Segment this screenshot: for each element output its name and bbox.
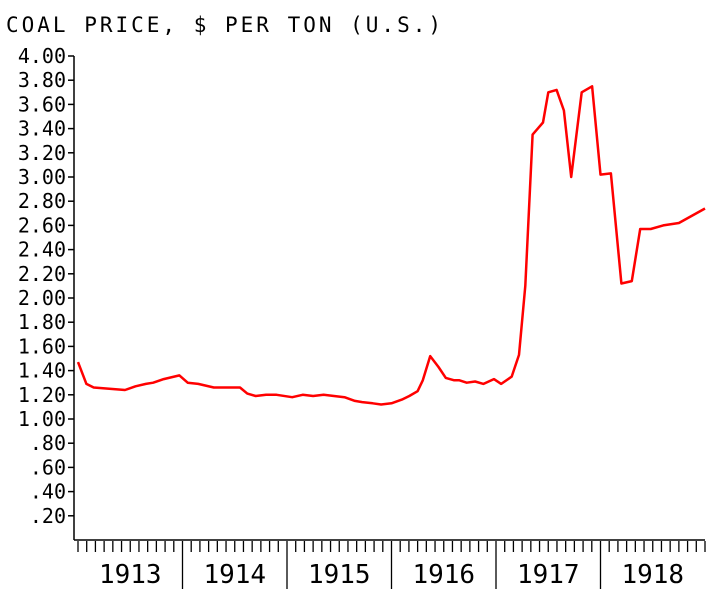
y-tick-label: 2.80 xyxy=(18,189,66,213)
y-tick-label: 4.00 xyxy=(18,44,66,68)
y-tick-label: 1.00 xyxy=(18,407,66,431)
y-tick-label: 3.80 xyxy=(18,68,66,92)
y-tick-label: 3.20 xyxy=(18,141,66,165)
y-tick-label: 2.20 xyxy=(18,262,66,286)
x-tick-label: 1913 xyxy=(99,560,162,589)
y-tick-label: 2.00 xyxy=(18,286,66,310)
x-axis: 1913 1914 1915 1916 1917 1918 xyxy=(74,539,706,589)
y-tick-label: 3.60 xyxy=(18,92,66,116)
x-tick-label: 1917 xyxy=(517,560,580,589)
x-tick-label: 1918 xyxy=(621,560,684,589)
y-tick-label: .20 xyxy=(30,504,66,528)
y-tick-label: 1.60 xyxy=(18,334,66,358)
y-tick-label: 2.60 xyxy=(18,213,66,237)
y-axis: 4.003.803.603.403.203.002.802.602.402.20… xyxy=(18,44,75,540)
y-tick-label: .60 xyxy=(30,455,66,479)
y-tick-label: 1.40 xyxy=(18,359,66,383)
y-tick-label: .80 xyxy=(30,431,66,455)
x-tick-label: 1916 xyxy=(412,560,475,589)
series-group xyxy=(76,85,706,406)
x-tick-label: 1914 xyxy=(203,560,266,589)
y-tick-label: 1.80 xyxy=(18,310,66,334)
y-tick-label: 3.40 xyxy=(18,117,66,141)
chart-title: COAL PRICE, $ PER TON (U.S.) xyxy=(6,13,444,37)
y-tick-label: 1.20 xyxy=(18,383,66,407)
y-tick-label: .40 xyxy=(30,480,66,504)
x-tick-label: 1915 xyxy=(308,560,371,589)
y-tick-label: 2.40 xyxy=(18,238,66,262)
series-line xyxy=(76,85,706,406)
y-tick-label: 3.00 xyxy=(18,165,66,189)
